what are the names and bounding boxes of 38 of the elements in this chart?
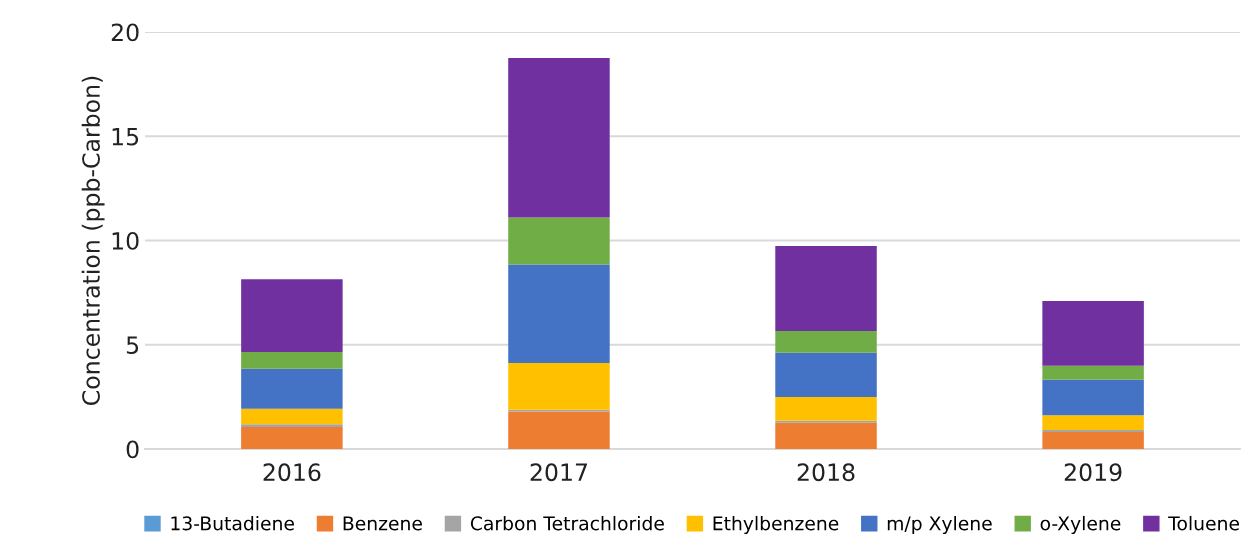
x-tick-label: 2019	[1064, 463, 1122, 482]
legend-label: m/p Xylene	[887, 515, 992, 535]
y-tick-label: 10	[112, 231, 139, 250]
bar	[241, 426, 343, 449]
bar	[775, 397, 877, 421]
legend-label: 13-Butadiene	[171, 515, 294, 531]
bar	[241, 352, 343, 369]
bar	[508, 58, 610, 218]
bar	[508, 363, 610, 410]
bar	[241, 368, 343, 409]
bar	[508, 217, 610, 265]
bar	[241, 424, 343, 427]
bar	[775, 330, 877, 353]
bar	[1042, 379, 1144, 416]
legend-label: Toluene	[1168, 515, 1239, 531]
bar	[775, 352, 877, 398]
legend-label: o-Xylene	[1040, 515, 1121, 535]
bar	[508, 411, 610, 449]
legend-label: Ethylbenzene	[713, 515, 839, 535]
bar	[1042, 415, 1144, 431]
bar	[508, 264, 610, 364]
x-tick-label: 2016	[263, 463, 321, 482]
bar	[775, 245, 877, 331]
bar	[1042, 300, 1144, 366]
bar	[241, 408, 343, 425]
bar	[775, 422, 877, 449]
y-tick-label: 15	[112, 128, 139, 146]
x-tick-label: 2017	[530, 463, 587, 482]
bar	[1042, 431, 1144, 449]
y-tick-label: 0	[126, 440, 139, 459]
legend-label: Carbon Tetrachloride	[470, 515, 664, 531]
y-tick-label: 5	[126, 336, 139, 355]
y-tick-label: 20	[111, 23, 139, 42]
legend-label: Benzene	[343, 516, 422, 531]
bar	[1042, 365, 1144, 380]
bar	[241, 279, 343, 353]
y-axis-title: Concentration (ppb-Carbon)	[81, 76, 105, 405]
x-tick-label: 2018	[797, 463, 855, 482]
